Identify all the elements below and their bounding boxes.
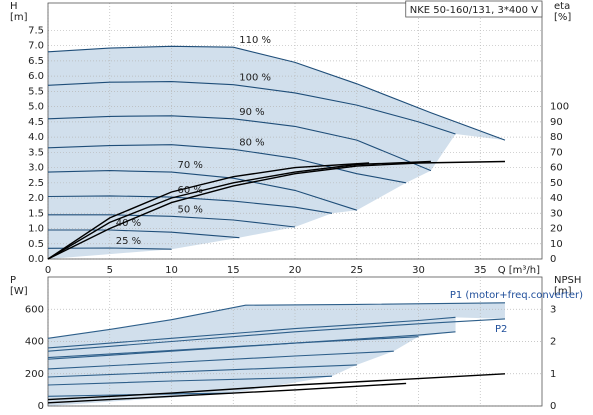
chart-title: NKE 50-160/131, 3*400 V	[410, 5, 538, 16]
curve-label: 25 %	[116, 236, 141, 247]
y-axis-label: [m]	[10, 12, 28, 23]
x-tick-label: 20	[289, 265, 302, 276]
y2-axis-label: [m]	[554, 286, 572, 297]
curve	[47, 81, 456, 135]
y-tick-label: 4.0	[28, 132, 44, 143]
x-tick-label: 35	[474, 265, 487, 276]
y-tick-label: 6.5	[28, 56, 44, 67]
y-tick-label: 6.0	[28, 71, 44, 82]
y2-axis-label: eta	[554, 1, 570, 12]
secondary-curve	[47, 382, 407, 404]
secondary-curve	[47, 160, 506, 260]
curve	[48, 214, 296, 228]
y2-tick-label: 30	[550, 208, 563, 219]
y-tick-label: 5.0	[28, 102, 44, 113]
secondary-curve	[47, 160, 431, 260]
y-tick-label: 3.0	[28, 163, 44, 174]
x-tick-label: 25	[350, 265, 363, 276]
legend-label: P2	[495, 324, 507, 335]
y2-tick-label: 40	[550, 193, 563, 204]
curve	[47, 170, 357, 211]
x-tick-label: 0	[45, 265, 51, 276]
y2-tick-label: 3	[550, 304, 556, 315]
y-tick-label: 600	[25, 304, 44, 315]
curve-label: 100 %	[239, 73, 271, 84]
secondary-curve	[47, 162, 370, 260]
plot-frame	[47, 276, 543, 407]
secondary-curve	[47, 373, 506, 401]
y-tick-label: 0.0	[28, 254, 44, 265]
y-tick-label: 0.5	[28, 239, 44, 250]
y2-tick-label: 80	[550, 132, 563, 143]
y-tick-label: 1.5	[28, 208, 44, 219]
y-tick-label: 4.5	[28, 117, 44, 128]
y2-tick-label: 70	[550, 147, 563, 158]
x-tick-label: 10	[165, 265, 178, 276]
curve-label: 70 %	[178, 160, 203, 171]
curve	[47, 364, 357, 378]
y2-axis-label: NPSH	[554, 275, 581, 286]
y2-tick-label: 50	[550, 178, 563, 189]
curve	[47, 144, 407, 184]
y2-tick-label: 2	[550, 337, 556, 348]
y-tick-label: 5.5	[28, 86, 44, 97]
title-box	[405, 0, 543, 18]
y2-tick-label: 0	[550, 254, 556, 265]
y2-tick-label: 90	[550, 117, 563, 128]
plot-frame	[47, 2, 543, 260]
y2-tick-label: 1	[550, 369, 556, 380]
curve	[47, 336, 419, 359]
y-tick-label: 1.0	[28, 224, 44, 235]
y2-tick-label: 10	[550, 239, 563, 250]
curve	[47, 318, 506, 352]
y2-tick-label: 100	[550, 102, 569, 113]
y-tick-label: 3.5	[28, 147, 44, 158]
curve	[47, 316, 456, 349]
y-axis-label: H	[10, 1, 18, 12]
curve	[48, 229, 240, 239]
curve-label: 110 %	[239, 35, 271, 46]
curve	[47, 350, 394, 370]
y-tick-label: 7.5	[28, 25, 44, 36]
y2-tick-label: 20	[550, 224, 563, 235]
y-axis-label: P	[10, 275, 16, 286]
legend-label: P1 (motor+freq.converter)	[450, 290, 583, 301]
curve	[47, 392, 234, 397]
curve	[47, 45, 506, 141]
y-tick-label: 2.0	[28, 193, 44, 204]
curve	[47, 375, 333, 386]
operating-area	[48, 302, 505, 406]
curve-label: 40 %	[116, 218, 141, 229]
y-axis-label: [W]	[10, 286, 28, 297]
curve	[47, 115, 432, 172]
curve-label: 60 %	[178, 185, 203, 196]
x-tick-label: 15	[227, 265, 240, 276]
y2-tick-label: 60	[550, 163, 563, 174]
x-tick-label: 30	[412, 265, 425, 276]
y-tick-label: 7.0	[28, 41, 44, 52]
curve	[47, 195, 333, 214]
y-tick-label: 0	[38, 401, 44, 412]
y2-axis-label: [%]	[554, 12, 571, 23]
curve-label: 90 %	[239, 107, 264, 118]
x-tick-label: 5	[107, 265, 113, 276]
y-tick-label: 400	[25, 337, 44, 348]
x-axis-label: Q [m³/h]	[498, 265, 540, 276]
y2-tick-label: 0	[550, 401, 556, 412]
y-tick-label: 200	[25, 369, 44, 380]
curve-label: 80 %	[239, 137, 264, 148]
curve-label: 50 %	[178, 204, 203, 215]
curve	[47, 302, 506, 339]
y-tick-label: 2.5	[28, 178, 44, 189]
